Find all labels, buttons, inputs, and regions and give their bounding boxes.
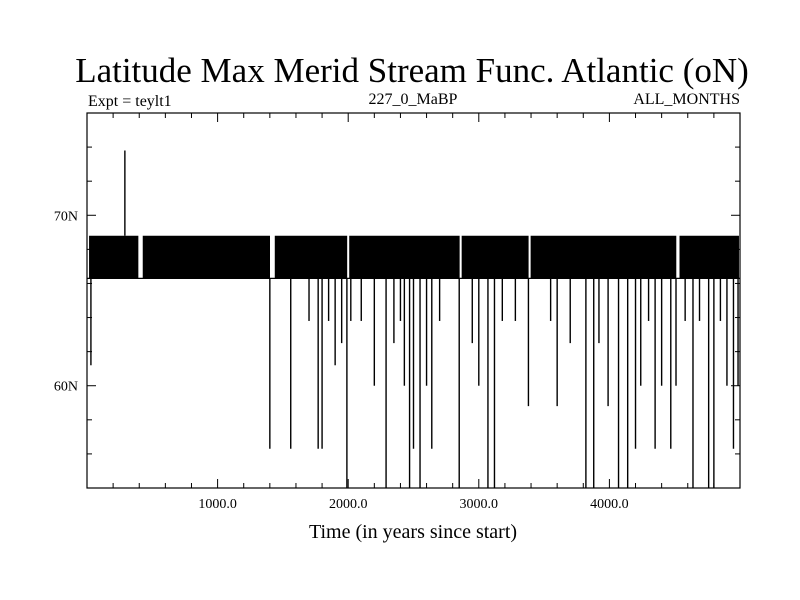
x-tick-label: 2000.0 <box>329 497 368 512</box>
axis-tick-labels: 1000.0 2000.0 3000.0 4000.0 70N 60N <box>54 209 629 512</box>
x-tick-label: 4000.0 <box>590 497 629 512</box>
x-axis-label: Time (in years since start) <box>309 521 517 543</box>
plot-marks <box>87 150 740 488</box>
x-tick-label: 3000.0 <box>460 497 499 512</box>
subtitle-left: Expt = teylt1 <box>88 93 172 110</box>
plot-frame <box>86 112 741 489</box>
x-tick-label: 1000.0 <box>198 497 237 512</box>
y-tick-label: 70N <box>54 209 78 224</box>
axis-ticks <box>87 113 740 488</box>
y-tick-label: 60N <box>54 380 78 395</box>
subtitle-right: ALL_MONTHS <box>633 91 740 108</box>
series-band <box>89 235 739 279</box>
subtitle-center: 227_0_MaBP <box>369 91 458 108</box>
chart-title: Latitude Max Merid Stream Func. Atlantic… <box>75 51 749 90</box>
